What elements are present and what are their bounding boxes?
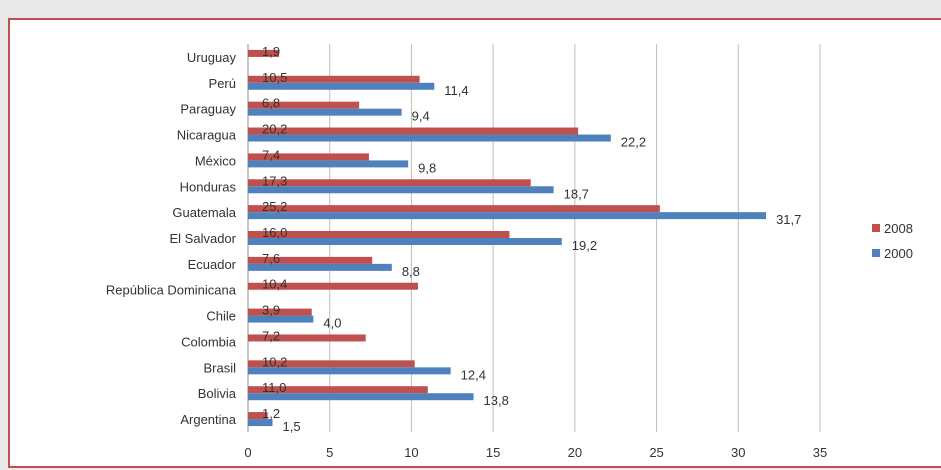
value-label-2008: 3,9 [262,303,280,318]
bar-2008 [248,386,428,394]
bar-2000 [248,134,611,142]
bar-2008 [248,127,579,135]
category-label: Guatemala [172,205,236,220]
x-tick-label: 15 [486,445,500,460]
value-label-2008: 10,2 [262,354,287,369]
bar-2008 [248,75,420,83]
bar-2000 [248,419,273,427]
category-label: Bolivia [198,386,237,401]
value-label-2000: 9,8 [418,160,436,175]
bar-2000 [248,82,435,90]
category-label: El Salvador [170,231,237,246]
legend-swatch-2008 [872,224,880,232]
bar-2000 [248,315,314,323]
value-labels: 1,21,5 11,0 13,8 10,2 12,4 7,2 3,9 4,0 10,4 7,6 8,… [262,44,801,434]
bar-2008 [248,334,366,342]
bar-2008 [248,179,531,187]
bar-2008 [248,101,360,109]
category-labels: Argentina Bolivia Brasil Colombia Chile Repúb… [106,50,237,427]
bar-2000 [248,263,392,271]
value-label-2000: 12,4 [461,367,486,382]
value-label-2000: 22,2 [621,135,646,150]
category-label: Colombia [181,334,237,349]
x-tick-label: 20 [568,445,582,460]
value-label-2008: 11,0 [262,380,286,395]
value-label-2000: 4,0 [323,316,341,331]
bar-2008 [248,360,415,368]
bar-2000 [248,108,402,116]
category-label: Perú [209,76,236,91]
value-label-2008: 10,4 [262,277,287,292]
bar-2008 [248,256,373,264]
value-label-2008: 25,2 [262,199,287,214]
legend: 2008 2000 [872,221,913,261]
category-label: Paraguay [180,102,236,117]
x-tick-label: 0 [244,445,251,460]
value-label-2008: 7,4 [262,147,280,162]
bars [248,49,767,427]
value-label-2008: 1,9 [262,44,280,59]
category-label: Honduras [180,179,237,194]
value-label-2000: 19,2 [572,238,597,253]
value-label-2008: 20,2 [262,122,287,137]
category-label: Brasil [203,360,236,375]
bar-2000 [248,393,474,401]
category-label: Argentina [180,412,236,427]
value-label-2008: 17,3 [262,173,287,188]
legend-label-2008: 2008 [884,221,913,236]
bar-2000 [248,186,554,194]
category-label: Nicaragua [177,128,237,143]
chart-frame: Argentina Bolivia Brasil Colombia Chile Repúb… [8,18,941,468]
bar-2000 [248,238,562,245]
x-tick-label: 30 [731,445,745,460]
x-tick-labels: 0 5 10 15 20 25 30 35 [244,445,827,460]
bar-2008 [248,231,510,238]
bar-2008 [248,205,660,213]
value-label-2000: 1,5 [283,419,301,434]
category-label: México [195,153,236,168]
bar-2000 [248,367,451,375]
bar-2008 [248,153,369,161]
value-label-2008: 7,2 [262,328,280,343]
value-label-2008: 6,8 [262,96,280,111]
legend-swatch-2000 [872,249,880,257]
bar-2000 [248,160,409,168]
category-label: Ecuador [188,257,237,272]
value-label-2008: 16,0 [262,225,287,240]
x-tick-label: 5 [326,445,333,460]
value-label-2008: 1,2 [262,406,280,421]
bar-2008 [248,308,312,316]
value-label-2000: 13,8 [484,393,509,408]
value-label-2008: 10,5 [262,70,287,85]
bar-2000 [248,212,767,220]
category-label: Uruguay [187,50,237,65]
value-label-2000: 8,8 [402,264,420,279]
value-label-2000: 9,4 [412,109,430,124]
value-label-2008: 7,6 [262,251,280,266]
x-tick-label: 35 [813,445,827,460]
value-label-2000: 18,7 [564,186,589,201]
category-label: República Dominicana [106,283,237,298]
category-label: Chile [206,309,236,324]
bar-chart: Argentina Bolivia Brasil Colombia Chile Repúb… [106,44,913,460]
bar-2008 [248,412,268,420]
value-label-2000: 11,4 [444,83,468,98]
x-tick-label: 25 [649,445,663,460]
x-tick-label: 10 [404,445,418,460]
value-label-2000: 31,7 [776,212,801,227]
legend-label-2000: 2000 [884,246,913,261]
bar-2008 [248,282,418,290]
bar-2008 [248,49,280,57]
